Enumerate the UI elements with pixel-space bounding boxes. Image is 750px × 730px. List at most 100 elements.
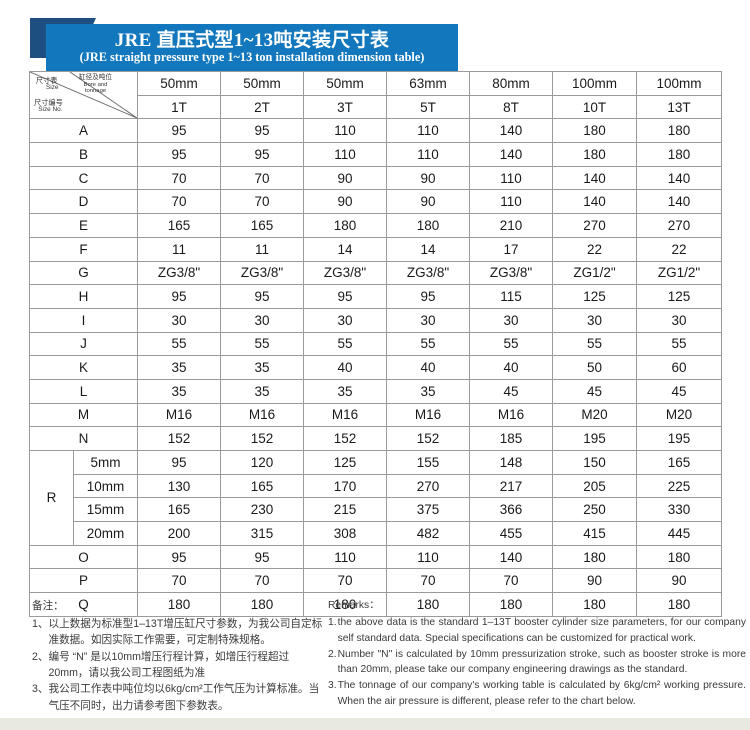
data-cell: 180 <box>636 142 722 167</box>
data-cell: 55 <box>386 331 470 357</box>
table-row-r-sub: 15mm 165 230 215 375 366 250 330 <box>30 497 722 523</box>
data-cell: 70 <box>220 165 304 191</box>
data-cell: 30 <box>386 307 470 333</box>
data-cell: 270 <box>386 473 470 499</box>
data-cell: M20 <box>552 402 637 428</box>
data-cell: 205 <box>552 473 637 499</box>
data-cell: 40 <box>303 355 387 380</box>
note-text: Number "N" is calculated by 10mm pressur… <box>337 648 746 676</box>
table-row: N 152 152 152 152 185 195 195 <box>29 426 722 451</box>
table-row: E 165 165 180 180 210 270 270 <box>29 213 722 238</box>
title-banner: JRE 直压式型1~13吨安装尺寸表 (JRE straight pressur… <box>0 18 750 73</box>
note-item: 1. the above data is the standard 1–13T b… <box>328 615 746 646</box>
data-cell: 35 <box>220 378 304 404</box>
dimension-table: 尺寸表 Size 缸径及吨位 Bore and tonnage 尺寸编号 Size N… <box>29 70 722 617</box>
data-cell: 180 <box>552 142 637 167</box>
data-cell: 14 <box>386 236 470 262</box>
table-row: F 11 11 14 14 17 22 22 <box>29 236 722 262</box>
data-cell: M16 <box>469 402 553 428</box>
data-cell: 70 <box>220 189 304 215</box>
data-cell: 95 <box>386 284 470 309</box>
tonnage-header-cell: 1T <box>137 94 221 120</box>
notes-english-heading: Remarks： <box>328 600 380 611</box>
data-cell: 366 <box>469 497 553 523</box>
row-label: L <box>29 378 138 404</box>
data-cell: 140 <box>552 189 637 215</box>
data-cell: 55 <box>137 331 221 357</box>
row-sublabel: 20mm <box>73 521 138 546</box>
row-label: P <box>29 568 138 594</box>
data-cell: 70 <box>137 165 221 191</box>
row-label: F <box>29 236 138 262</box>
note-number: 1. <box>328 617 337 629</box>
data-cell: 35 <box>303 378 387 404</box>
row-label: D <box>29 189 138 215</box>
table-row: I 30 30 30 30 30 30 30 <box>29 307 722 333</box>
note-text: 以上数据为标准型1–13T增压缸尺寸参数，为我公司自定标准数据。如因实际工作需要… <box>48 618 323 647</box>
data-cell: 55 <box>303 331 387 357</box>
data-cell: 270 <box>552 213 637 238</box>
data-cell: 95 <box>303 284 387 309</box>
data-cell: 140 <box>552 165 637 191</box>
data-cell: 95 <box>220 284 304 309</box>
data-cell: ZG3/8" <box>469 260 553 286</box>
data-cell: 195 <box>552 426 637 451</box>
data-cell: 35 <box>137 355 221 380</box>
title-english: (JRE straight pressure type 1~13 ton ins… <box>79 50 425 64</box>
tonnage-header-cell: 2T <box>220 94 304 120</box>
data-cell: 200 <box>137 521 221 546</box>
note-text: 编号 “N” 是以10mm增压行程计算，如增压行程超过20mm，请以我公司工程图… <box>48 650 290 679</box>
bottom-band <box>0 718 750 730</box>
data-cell: 30 <box>636 307 722 333</box>
note-item: 1、 以上数据为标准型1–13T增压缸尺寸参数，为我公司自定标准数据。如因实际工作… <box>32 616 324 648</box>
data-cell: 30 <box>552 307 637 333</box>
data-cell: 165 <box>137 213 221 238</box>
data-cell: 95 <box>220 142 304 167</box>
row-label: K <box>29 355 138 380</box>
data-cell: 130 <box>137 473 221 499</box>
note-item: 2、 编号 “N” 是以10mm增压行程计算，如增压行程超过20mm，请以我公司工… <box>32 649 324 681</box>
data-cell: 35 <box>386 378 470 404</box>
table-row: P 70 70 70 70 70 90 90 <box>29 568 722 594</box>
data-cell: 152 <box>137 426 221 451</box>
bore-header-cell: 50mm <box>220 71 304 96</box>
data-cell: 140 <box>469 118 553 144</box>
data-cell: 195 <box>636 426 722 451</box>
bore-header-cell: 50mm <box>303 71 387 96</box>
data-cell: 270 <box>636 213 722 238</box>
data-cell: 180 <box>636 544 722 570</box>
data-cell: 165 <box>220 473 304 499</box>
table-row: M M16 M16 M16 M16 M16 M20 M20 <box>29 402 722 428</box>
note-item: 3. The tonnage of our company's working t… <box>328 678 746 709</box>
data-cell: 140 <box>636 165 722 191</box>
title-chinese: JRE 直压式型1~13吨安装尺寸表 <box>114 30 390 51</box>
table-row-r-sub: R 5mm 95 120 125 155 148 150 165 <box>29 450 722 546</box>
data-cell: 115 <box>469 284 553 309</box>
row-label: B <box>29 142 138 167</box>
data-cell: 445 <box>636 521 722 546</box>
row-label: J <box>29 331 138 357</box>
data-cell: ZG3/8" <box>137 260 221 286</box>
notes-section: 备注： 1、 以上数据为标准型1–13T增压缸尺寸参数，为我公司自定标准数据。如因… <box>0 598 750 712</box>
corner-diagonal-lines <box>30 72 138 119</box>
data-cell: 30 <box>303 307 387 333</box>
corner-label-size: 尺寸表 Size <box>35 76 59 91</box>
data-cell: 415 <box>552 521 637 546</box>
data-cell: 140 <box>636 189 722 215</box>
data-cell: 375 <box>386 497 470 523</box>
tonnage-header-cell: 10T <box>552 94 637 120</box>
data-cell: 180 <box>552 592 637 617</box>
row-sublabel: 10mm <box>73 473 138 499</box>
data-cell: 14 <box>303 236 387 262</box>
data-cell: 308 <box>303 521 387 546</box>
table-header-tonnage-row: 1T 2T 3T 5T 8T 10T 13T <box>30 94 722 120</box>
data-cell: 30 <box>469 307 553 333</box>
table-row: A 95 95 110 110 140 180 180 <box>29 118 722 144</box>
data-cell: 55 <box>552 331 637 357</box>
note-number: 3. <box>328 680 337 692</box>
data-cell: 110 <box>469 189 553 215</box>
tonnage-header-cell: 5T <box>386 94 470 120</box>
data-cell: 180 <box>636 118 722 144</box>
table-row: J 55 55 55 55 55 55 55 <box>29 331 722 357</box>
table-body: A 95 95 110 110 140 180 180 B 95 95 110 110 140 180 180… <box>29 118 722 617</box>
